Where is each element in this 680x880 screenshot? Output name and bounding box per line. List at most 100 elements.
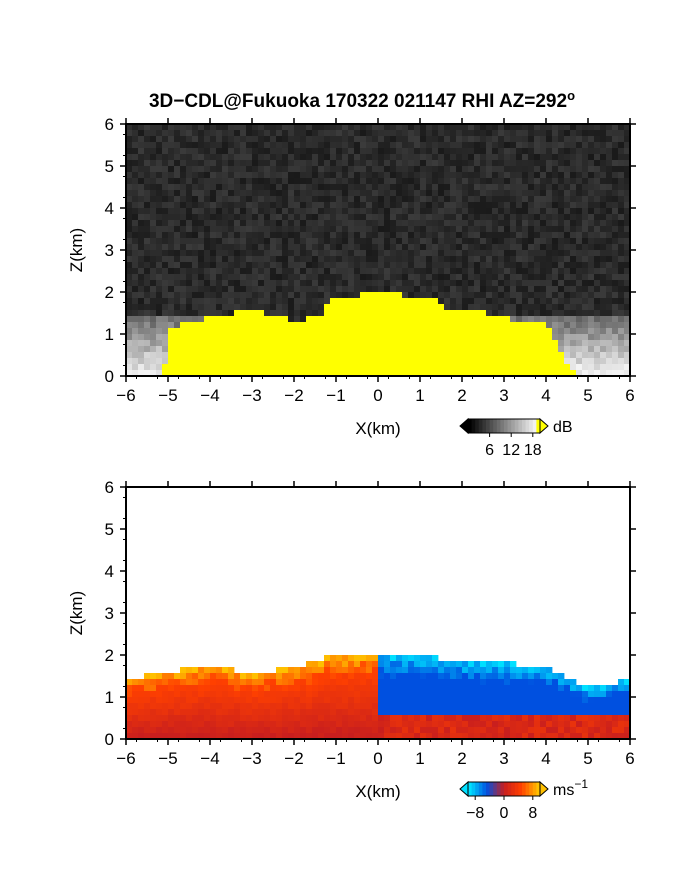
heatmap-cell xyxy=(216,256,223,263)
heatmap-cell xyxy=(492,154,499,161)
heatmap-cell xyxy=(324,142,331,149)
heatmap-cell xyxy=(132,316,139,323)
heatmap-cell xyxy=(372,334,379,341)
heatmap-cell xyxy=(570,727,577,734)
heatmap-cell xyxy=(150,226,157,233)
heatmap-cell xyxy=(270,310,277,317)
heatmap-cell xyxy=(378,178,385,185)
heatmap-cell xyxy=(618,715,625,722)
heatmap-cell xyxy=(570,370,577,377)
heatmap-cell xyxy=(180,184,187,191)
heatmap-cell xyxy=(240,232,247,239)
heatmap-cell xyxy=(426,667,433,674)
heatmap-cell xyxy=(462,220,469,227)
colorbar-swatch xyxy=(475,782,480,796)
heatmap-cell xyxy=(300,226,307,233)
heatmap-cell xyxy=(168,691,175,698)
heatmap-cell xyxy=(144,334,151,341)
heatmap-cell xyxy=(498,256,505,263)
heatmap-cell xyxy=(144,136,151,143)
heatmap-cell xyxy=(528,370,535,377)
heatmap-cell xyxy=(498,334,505,341)
heatmap-cell xyxy=(450,148,457,155)
heatmap-cell xyxy=(168,328,175,335)
heatmap-cell xyxy=(330,697,337,704)
colorbar-swatch xyxy=(518,419,523,433)
heatmap-cell xyxy=(324,721,331,728)
heatmap-cell xyxy=(594,340,601,347)
heatmap-cell xyxy=(180,721,187,728)
heatmap-cell xyxy=(300,136,307,143)
heatmap-cell xyxy=(552,214,559,221)
heatmap-cell xyxy=(138,244,145,251)
heatmap-cell xyxy=(186,667,193,674)
heatmap-cell xyxy=(336,124,343,131)
heatmap-cell xyxy=(228,316,235,323)
heatmap-cell xyxy=(486,328,493,335)
heatmap-cell xyxy=(528,328,535,335)
heatmap-cell xyxy=(510,238,517,245)
heatmap-cell xyxy=(366,286,373,293)
heatmap-cell xyxy=(288,352,295,359)
heatmap-cell xyxy=(534,364,541,371)
heatmap-cell xyxy=(612,280,619,287)
heatmap-cell xyxy=(126,250,133,257)
heatmap-cell xyxy=(228,292,235,299)
heatmap-cell xyxy=(414,298,421,305)
heatmap-cell xyxy=(360,214,367,221)
heatmap-cell xyxy=(228,667,235,674)
heatmap-cell xyxy=(600,709,607,716)
heatmap-cell xyxy=(528,214,535,221)
heatmap-cell xyxy=(144,685,151,692)
heatmap-cell xyxy=(504,703,511,710)
heatmap-cell xyxy=(570,316,577,323)
heatmap-cell xyxy=(402,190,409,197)
heatmap-cell xyxy=(396,679,403,686)
heatmap-cell xyxy=(204,328,211,335)
heatmap-cell xyxy=(570,148,577,155)
heatmap-cell xyxy=(306,352,313,359)
heatmap-cell xyxy=(312,697,319,704)
heatmap-cell xyxy=(216,166,223,173)
heatmap-cell xyxy=(600,196,607,203)
heatmap-cell xyxy=(216,328,223,335)
heatmap-cell xyxy=(240,352,247,359)
heatmap-cell xyxy=(300,733,307,740)
heatmap-cell xyxy=(594,214,601,221)
heatmap-cell xyxy=(528,358,535,365)
heatmap-cell xyxy=(408,310,415,317)
heatmap-cell xyxy=(312,352,319,359)
heatmap-cell xyxy=(246,733,253,740)
heatmap-cell xyxy=(336,172,343,179)
heatmap-cell xyxy=(312,679,319,686)
heatmap-cell xyxy=(594,310,601,317)
heatmap-cell xyxy=(564,172,571,179)
heatmap-cell xyxy=(480,697,487,704)
heatmap-cell xyxy=(558,310,565,317)
heatmap-cell xyxy=(426,346,433,353)
heatmap-cell xyxy=(174,262,181,269)
heatmap-cell xyxy=(276,148,283,155)
heatmap-cell xyxy=(150,340,157,347)
heatmap-cell xyxy=(144,130,151,137)
heatmap-cell xyxy=(384,340,391,347)
heatmap-cell xyxy=(300,370,307,377)
heatmap-cell xyxy=(252,340,259,347)
heatmap-cell xyxy=(360,166,367,173)
heatmap-cell xyxy=(300,298,307,305)
heatmap-cell xyxy=(240,124,247,131)
heatmap-cell xyxy=(504,202,511,209)
heatmap-cell xyxy=(576,232,583,239)
heatmap-cell xyxy=(408,232,415,239)
heatmap-cell xyxy=(408,256,415,263)
heatmap-cell xyxy=(300,340,307,347)
heatmap-cell xyxy=(456,280,463,287)
heatmap-cell xyxy=(600,172,607,179)
heatmap-cell xyxy=(594,352,601,359)
heatmap-cell xyxy=(162,130,169,137)
heatmap-cell xyxy=(294,703,301,710)
heatmap-cell xyxy=(516,124,523,131)
heatmap-cell xyxy=(450,166,457,173)
heatmap-cell xyxy=(240,358,247,365)
heatmap-cell xyxy=(216,370,223,377)
